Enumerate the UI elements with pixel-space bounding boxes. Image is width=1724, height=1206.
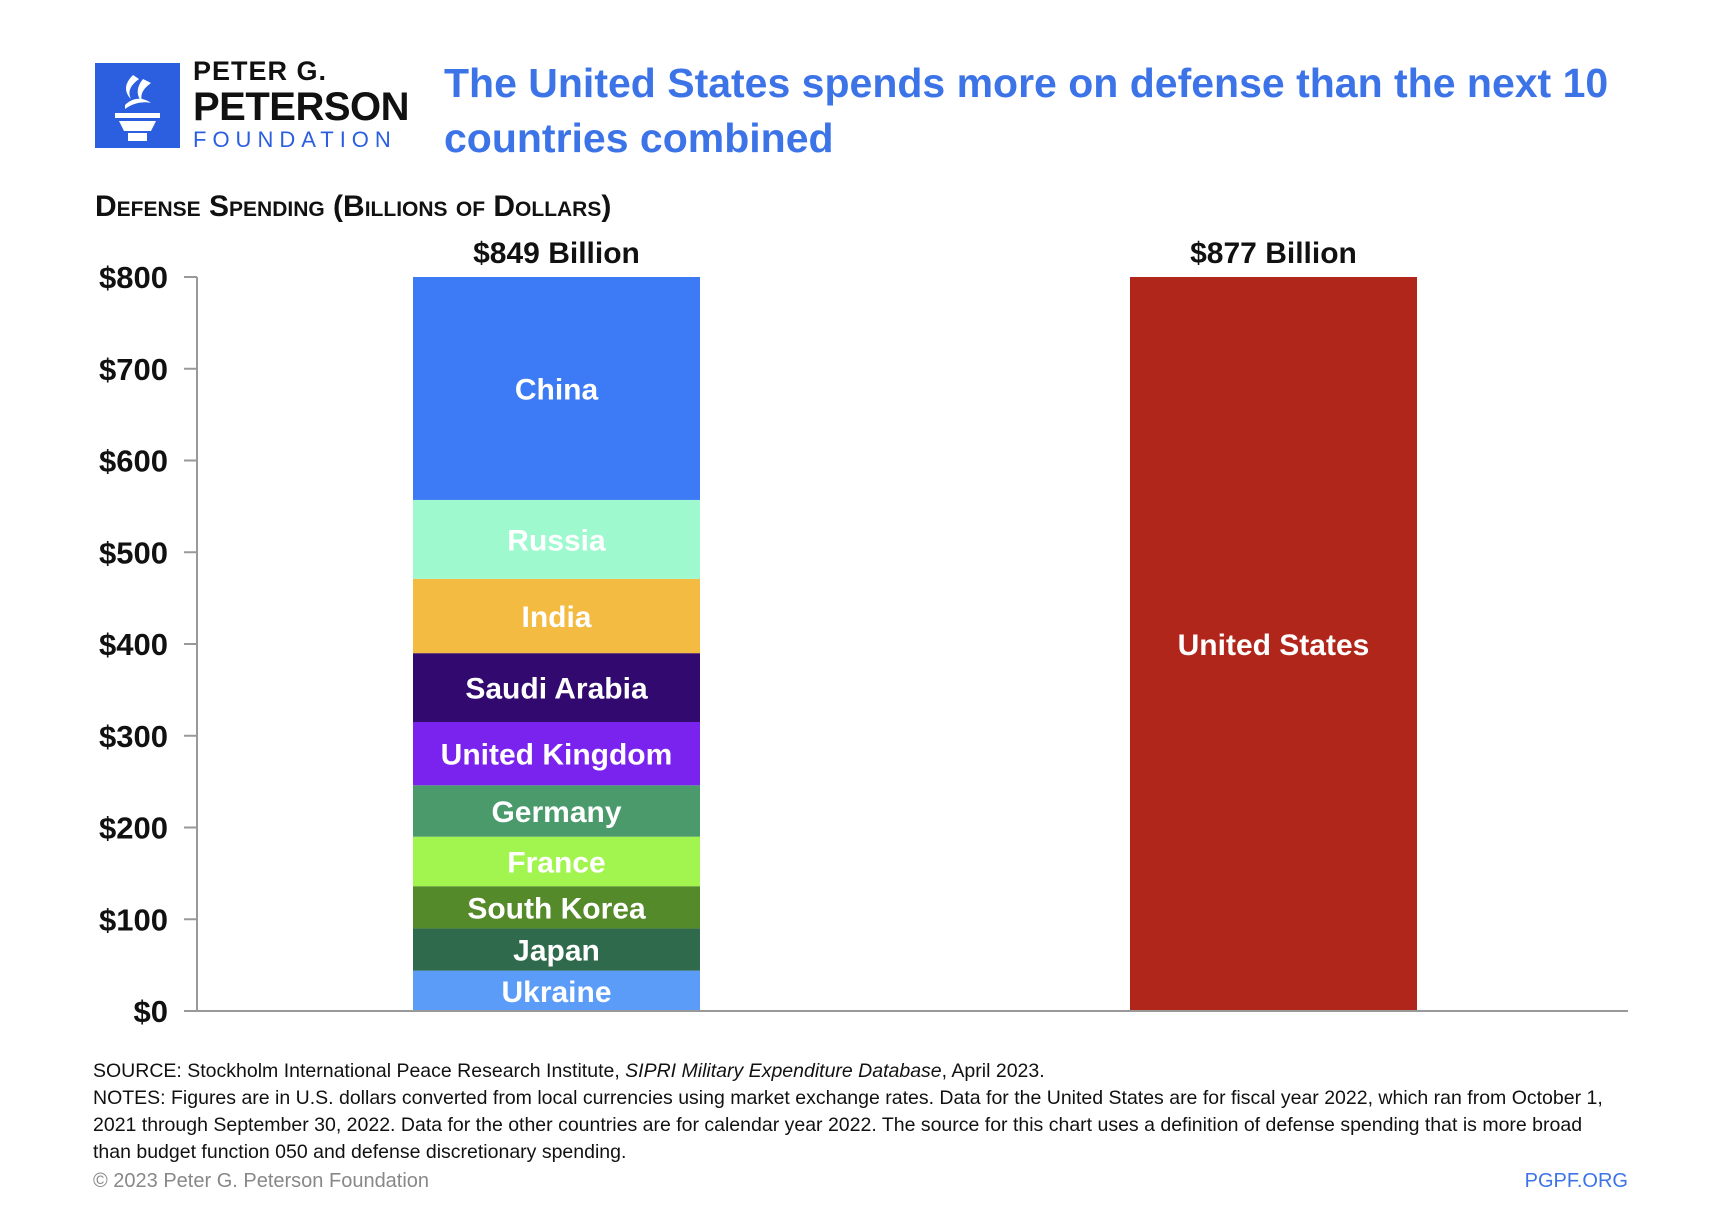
bar-segment-united-states (1130, 277, 1417, 1011)
logo-torch-icon (95, 63, 180, 148)
bar-segment-south-korea (413, 886, 700, 929)
source-note: SOURCE: Stockholm International Peace Re… (93, 1058, 1623, 1085)
bar-segment-china (413, 277, 700, 500)
bar-segment-ukraine (413, 970, 700, 1011)
y-tick-label: $300 (99, 719, 168, 754)
bar-segment-russia (413, 499, 700, 579)
logo-line-3: FOUNDATION (193, 127, 397, 152)
y-tick-label: $600 (99, 444, 168, 479)
y-tick-label: $0 (134, 994, 168, 1029)
copyright: © 2023 Peter G. Peterson Foundation (93, 1170, 430, 1192)
bar-segment-india (413, 578, 700, 654)
y-tick-label: $800 (99, 260, 168, 295)
segment-label: South Korea (467, 892, 646, 925)
segment-label: Ukraine (501, 976, 611, 1009)
source-prefix: SOURCE: Stockholm International Peace Re… (93, 1060, 626, 1082)
segment-label: United Kingdom (441, 739, 673, 772)
segment-label: Russia (507, 524, 606, 557)
segment-label: China (515, 373, 599, 406)
segment-label: United States (1178, 629, 1370, 662)
logo-line-2: PETERSON (193, 85, 410, 129)
chart-subtitle: Defense Spending (Billions of Dollars) (95, 190, 612, 223)
y-tick-label: $400 (99, 627, 168, 662)
bar-segment-japan (413, 928, 700, 971)
source-suffix: , April 2023. (941, 1060, 1045, 1082)
bar-segment-germany (413, 785, 700, 837)
site-link[interactable]: PGPF.ORG (1524, 1170, 1628, 1192)
bar-total-label: $849 Billion (473, 237, 640, 270)
y-tick-label: $100 (99, 902, 168, 937)
bar-segment-france (413, 836, 700, 887)
chart-title: The United States spends more on defense… (444, 60, 1609, 161)
notes: NOTES: Figures are in U.S. dollars conve… (93, 1087, 1603, 1163)
segment-label: France (507, 846, 605, 879)
segment-label: Saudi Arabia (465, 673, 648, 706)
segment-label: Japan (513, 935, 600, 968)
segment-label: Germany (491, 796, 621, 829)
y-tick-label: $500 (99, 535, 168, 570)
bar-total-label: $877 Billion (1190, 237, 1357, 270)
bar-segment-saudi-arabia (413, 653, 700, 722)
y-tick-label: $200 (99, 811, 168, 846)
source-title: SIPRI Military Expenditure Database (625, 1060, 942, 1082)
logo: PETER G. PETERSON FOUNDATION (193, 56, 410, 152)
segment-label: India (521, 601, 591, 634)
logo-line-1: PETER G. (193, 56, 328, 86)
bar-segment-united-kingdom (413, 721, 700, 786)
y-tick-label: $700 (99, 352, 168, 387)
